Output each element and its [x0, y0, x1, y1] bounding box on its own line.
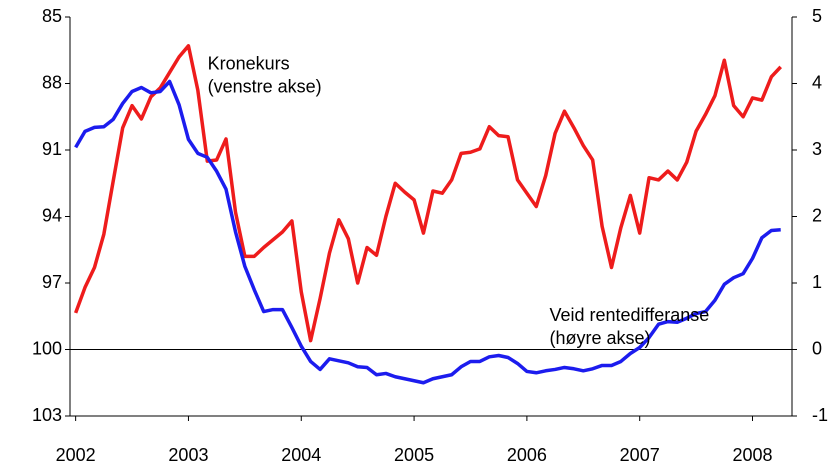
x-tick-label: 2005 [394, 445, 434, 465]
annotation: Kronekurs [208, 53, 290, 73]
y2-tick-label: 4 [812, 72, 822, 92]
y2-tick-label: 2 [812, 205, 822, 225]
x-tick-label: 2006 [507, 445, 547, 465]
y-tick-label: 97 [42, 272, 62, 292]
y-tick-label: 100 [32, 338, 62, 358]
y-tick-label: 103 [32, 405, 62, 425]
y2-tick-label: 0 [812, 338, 822, 358]
x-tick-label: 2007 [620, 445, 660, 465]
y-tick-label: 91 [42, 139, 62, 159]
x-tick-label: 2003 [168, 445, 208, 465]
x-tick-label: 2008 [732, 445, 772, 465]
y-tick-label: 88 [42, 72, 62, 92]
y-tick-label: 94 [42, 205, 62, 225]
y2-tick-label: -1 [812, 405, 828, 425]
y2-tick-label: 5 [812, 6, 822, 26]
y2-tick-label: 1 [812, 272, 822, 292]
series-line [74, 79, 781, 385]
y-tick-label: 85 [42, 6, 62, 26]
annotation: (venstre akse) [208, 76, 322, 96]
x-tick-label: 2002 [56, 445, 96, 465]
x-tick-label: 2004 [281, 445, 321, 465]
annotation: Veid rentedifferanse [549, 305, 709, 325]
series-line [73, 44, 782, 343]
y2-tick-label: 3 [812, 139, 822, 159]
annotation: (høyre akse) [549, 328, 650, 348]
